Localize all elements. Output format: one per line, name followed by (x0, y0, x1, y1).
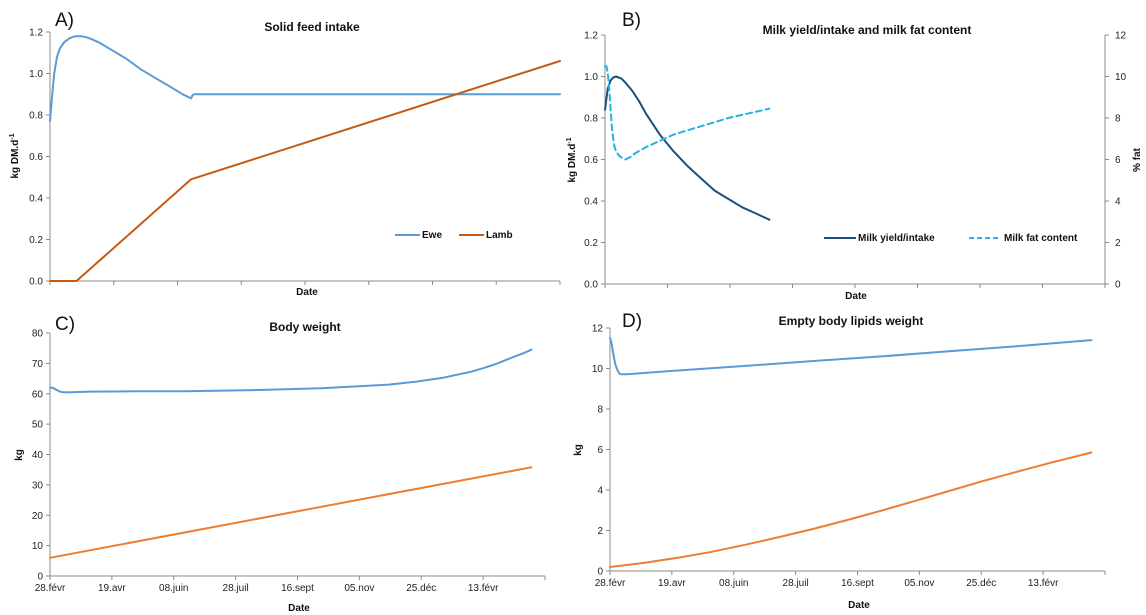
panel-b-line-milk-fat-content (604, 65, 771, 161)
plot-layer: 0.0 0.2 0.4 0.6 0.8 1.0 1.2 0.0 0.2 0.4 0.6 0.8 1.0 1… (29, 28, 1126, 595)
panel-d-xtick-label: 13.févr (1028, 578, 1059, 589)
panel-c-xtick-label: 28.févr (35, 583, 66, 594)
panel-c-ytick-label: 30 (32, 480, 44, 491)
panel-a-ytick-label: 0.2 (29, 235, 43, 246)
panel-c-ytick-label: 80 (32, 329, 44, 340)
panel-d-xtick-label: 19.avr (658, 578, 686, 589)
legend-label-lamb: Lamb (486, 230, 513, 241)
panel-c-ytick-label: 50 (32, 420, 44, 431)
panel-a-ytick-label: 0.0 (29, 277, 43, 288)
panel-d-ylabel: kg (573, 444, 584, 456)
panel-c-ytick-label: 0 (37, 572, 43, 583)
panel-a-ytick-label: 1.2 (29, 28, 43, 39)
panel-c-xtick-label: 13.févr (468, 583, 499, 594)
panel-d-xtick-label: 16.sept (841, 578, 874, 589)
panel-a-title: Solid feed intake (264, 20, 360, 34)
panel-b-ytick-label: 0.8 (584, 114, 598, 125)
panel-d-xlabel: Date (848, 600, 870, 611)
panel-c: C) Body weight kg Date (14, 314, 341, 614)
panel-b-ytick-label: 0.6 (584, 155, 598, 166)
panel-d-xtick-label: 28.févr (595, 578, 626, 589)
panel-a-letter: A) (55, 10, 74, 31)
panel-a-ylabel: kg DM.d-1 (9, 133, 21, 178)
panel-b-ytick-right-label: 4 (1115, 197, 1121, 208)
panel-d-line-series-1 (609, 337, 1093, 376)
panel-b-ytick-right-label: 10 (1115, 72, 1127, 83)
panel-d-line-series-2 (609, 451, 1093, 568)
panel-a: A) Solid feed intake kg DM.d-1 Date Ewe … (9, 10, 513, 298)
panel-a-ytick-label: 0.6 (29, 152, 43, 163)
panel-b-letter: B) (622, 10, 641, 31)
panel-b-ytick-right-label: 0 (1115, 280, 1121, 291)
panel-c-xtick-label: 25.déc (406, 583, 436, 594)
panel-a-line-lamb (49, 60, 561, 282)
panel-c-ylabel: kg (14, 449, 25, 461)
panel-a-legend: Ewe Lamb (395, 230, 513, 241)
panel-a-ytick-label: 0.4 (29, 194, 43, 205)
panel-b-ytick-label: 1.2 (584, 31, 598, 42)
panel-d-xtick-label: 28.juil (783, 578, 809, 589)
panel-b-line-milk-yield-intake (604, 75, 771, 221)
panel-c-ytick-label: 70 (32, 359, 44, 370)
panel-c-xtick-label: 08.juin (159, 583, 188, 594)
panel-c-letter: C) (55, 314, 75, 335)
panel-b-ytick-label: 0.4 (584, 197, 598, 208)
panel-d-ytick-label: 8 (597, 405, 603, 416)
panel-c-xlabel: Date (288, 603, 310, 614)
panel-c-line-series-1 (49, 348, 533, 394)
panel-b-ylabel-right: % fat (1132, 147, 1143, 172)
panel-b-ytick-right-label: 6 (1115, 155, 1121, 166)
panel-c-ytick-label: 60 (32, 389, 44, 400)
panel-d: D) Empty body lipids weight kg Date (573, 311, 923, 611)
panel-b-xlabel: Date (845, 291, 867, 302)
legend-label-milk-fat: Milk fat content (1004, 233, 1078, 244)
panel-c-title: Body weight (269, 320, 340, 334)
panel-b-ytick-label: 0.2 (584, 238, 598, 249)
panel-c-ytick-label: 20 (32, 511, 44, 522)
panel-a-xlabel: Date (296, 287, 318, 298)
panel-b-legend: Milk yield/intake Milk fat content (824, 233, 1078, 244)
panel-b-ytick-label: 0.0 (584, 280, 598, 291)
panel-d-xtick-label: 25.déc (966, 578, 996, 589)
panel-b-ytick-right-label: 2 (1115, 238, 1121, 249)
panel-a-line-ewe (49, 35, 561, 123)
panel-a-ytick-label: 1.0 (29, 69, 43, 80)
legend-label-milk-yield: Milk yield/intake (858, 233, 935, 244)
panel-d-ytick-label: 0 (597, 567, 603, 578)
panel-d-ytick-label: 6 (597, 445, 603, 456)
panel-b-ytick-right-label: 12 (1115, 31, 1127, 42)
panel-d-ytick-label: 12 (592, 324, 604, 335)
panel-a-ytick-label: 0.8 (29, 111, 43, 122)
panel-c-xtick-label: 16.sept (281, 583, 314, 594)
panel-c-ytick-label: 40 (32, 450, 44, 461)
panel-b-ytick-label: 1.0 (584, 72, 598, 83)
panel-c-xtick-label: 19.avr (98, 583, 126, 594)
legend-label-ewe: Ewe (422, 230, 442, 241)
panel-b-title: Milk yield/intake and milk fat content (763, 23, 972, 37)
panel-d-ytick-label: 10 (592, 364, 604, 375)
panel-b-ylabel: kg DM.d-1 (566, 137, 578, 182)
panel-d-ytick-label: 4 (597, 486, 603, 497)
panel-d-xtick-label: 05.nov (904, 578, 934, 589)
panel-b-ytick-right-label: 8 (1115, 114, 1121, 125)
panel-b: B) Milk yield/intake and milk fat conten… (566, 10, 1143, 302)
panel-d-letter: D) (622, 311, 642, 332)
panel-d-xtick-label: 08.juin (719, 578, 748, 589)
panel-d-ytick-label: 2 (597, 526, 603, 537)
panel-c-xtick-label: 28.juil (223, 583, 249, 594)
panel-d-title: Empty body lipids weight (779, 314, 924, 328)
panel-c-ytick-label: 10 (32, 541, 44, 552)
panel-c-line-series-2 (49, 466, 533, 559)
panel-c-xtick-label: 05.nov (344, 583, 374, 594)
